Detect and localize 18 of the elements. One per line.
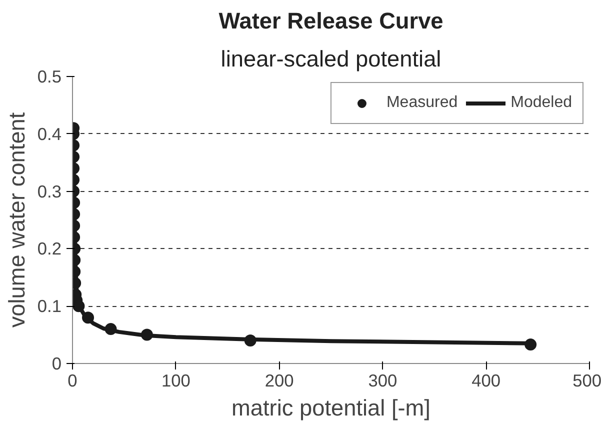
x-tick-label: 200 — [264, 370, 294, 390]
y-tick-label: 0.2 — [37, 238, 62, 259]
y-tick-label: 0 — [52, 354, 62, 374]
x-tick-label: 100 — [161, 370, 190, 390]
x-tick-label: 500 — [572, 370, 601, 390]
chart-subtitle: linear-scaled potential — [220, 46, 442, 72]
chart-title: Water Release Curve — [218, 8, 444, 34]
x-axis-title: matric potential [-m] — [232, 394, 430, 420]
y-tick-label: 0.5 — [37, 66, 62, 86]
y-tick-label: 0.3 — [37, 181, 62, 202]
y-axis-title: volume water content — [3, 112, 30, 328]
y-tick-label: 0.1 — [37, 296, 62, 316]
legend-label: Modeled — [510, 94, 572, 112]
x-tick-label: 0 — [68, 370, 78, 390]
x-tick-label: 300 — [368, 370, 398, 390]
legend-label: Measured — [386, 94, 458, 112]
y-tick-label: 0.4 — [37, 124, 62, 144]
x-tick-label: 400 — [472, 370, 501, 390]
